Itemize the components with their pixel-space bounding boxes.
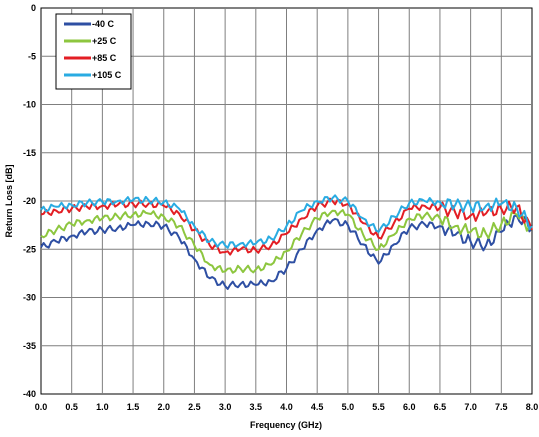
x-axis-label: Frequency (GHz) [250, 420, 322, 430]
y-axis-label: Return Loss [dB] [4, 164, 14, 237]
legend: -40 C +25 C +85 C +105 C [55, 13, 132, 90]
x-tick-label: 2.0 [157, 402, 170, 412]
x-tick-labels: 0.0 0.5 1.0 1.5 2.0 2.5 3.0 3.5 4.0 4.5 5.0 5.5 6.0 6… [35, 402, 539, 412]
x-tick-label: 0.0 [35, 402, 48, 412]
y-tick-label: -30 [23, 293, 36, 303]
series-line-25c [40, 209, 533, 274]
x-tick-label: 5.5 [372, 402, 385, 412]
legend-label: +25 C [92, 36, 117, 46]
x-tick-label: 1.5 [127, 402, 140, 412]
series-line-105c [40, 194, 533, 249]
y-tick-label: -15 [23, 148, 36, 158]
x-tick-label: 4.0 [280, 402, 293, 412]
x-tick-label: 4.5 [311, 402, 324, 412]
x-tick-label: 2.5 [188, 402, 201, 412]
x-tick-label: 6.5 [434, 402, 447, 412]
legend-label: +105 C [92, 70, 122, 80]
y-tick-labels: 0 -5 -10 -15 -20 -25 -30 -35 -40 [23, 3, 36, 399]
x-tick-label: 0.5 [65, 402, 78, 412]
x-tick-label: 5.0 [342, 402, 355, 412]
legend-label: -40 C [92, 19, 115, 29]
y-tick-label: -35 [23, 341, 36, 351]
x-tick-label: 1.0 [96, 402, 109, 412]
y-tick-label: -40 [23, 389, 36, 399]
y-tick-label: -5 [28, 51, 36, 61]
y-tick-label: -10 [23, 100, 36, 110]
x-tick-label: 7.0 [464, 402, 477, 412]
y-tick-label: -20 [23, 196, 36, 206]
y-tick-label: -25 [23, 244, 36, 254]
x-tick-label: 6.0 [403, 402, 416, 412]
x-tick-label: 3.5 [250, 402, 263, 412]
series-lines [40, 194, 533, 290]
x-tick-label: 8.0 [526, 402, 539, 412]
x-tick-label: 3.0 [219, 402, 232, 412]
x-tick-label: 7.5 [495, 402, 508, 412]
y-tick-label: 0 [31, 3, 36, 13]
legend-label: +85 C [92, 53, 117, 63]
